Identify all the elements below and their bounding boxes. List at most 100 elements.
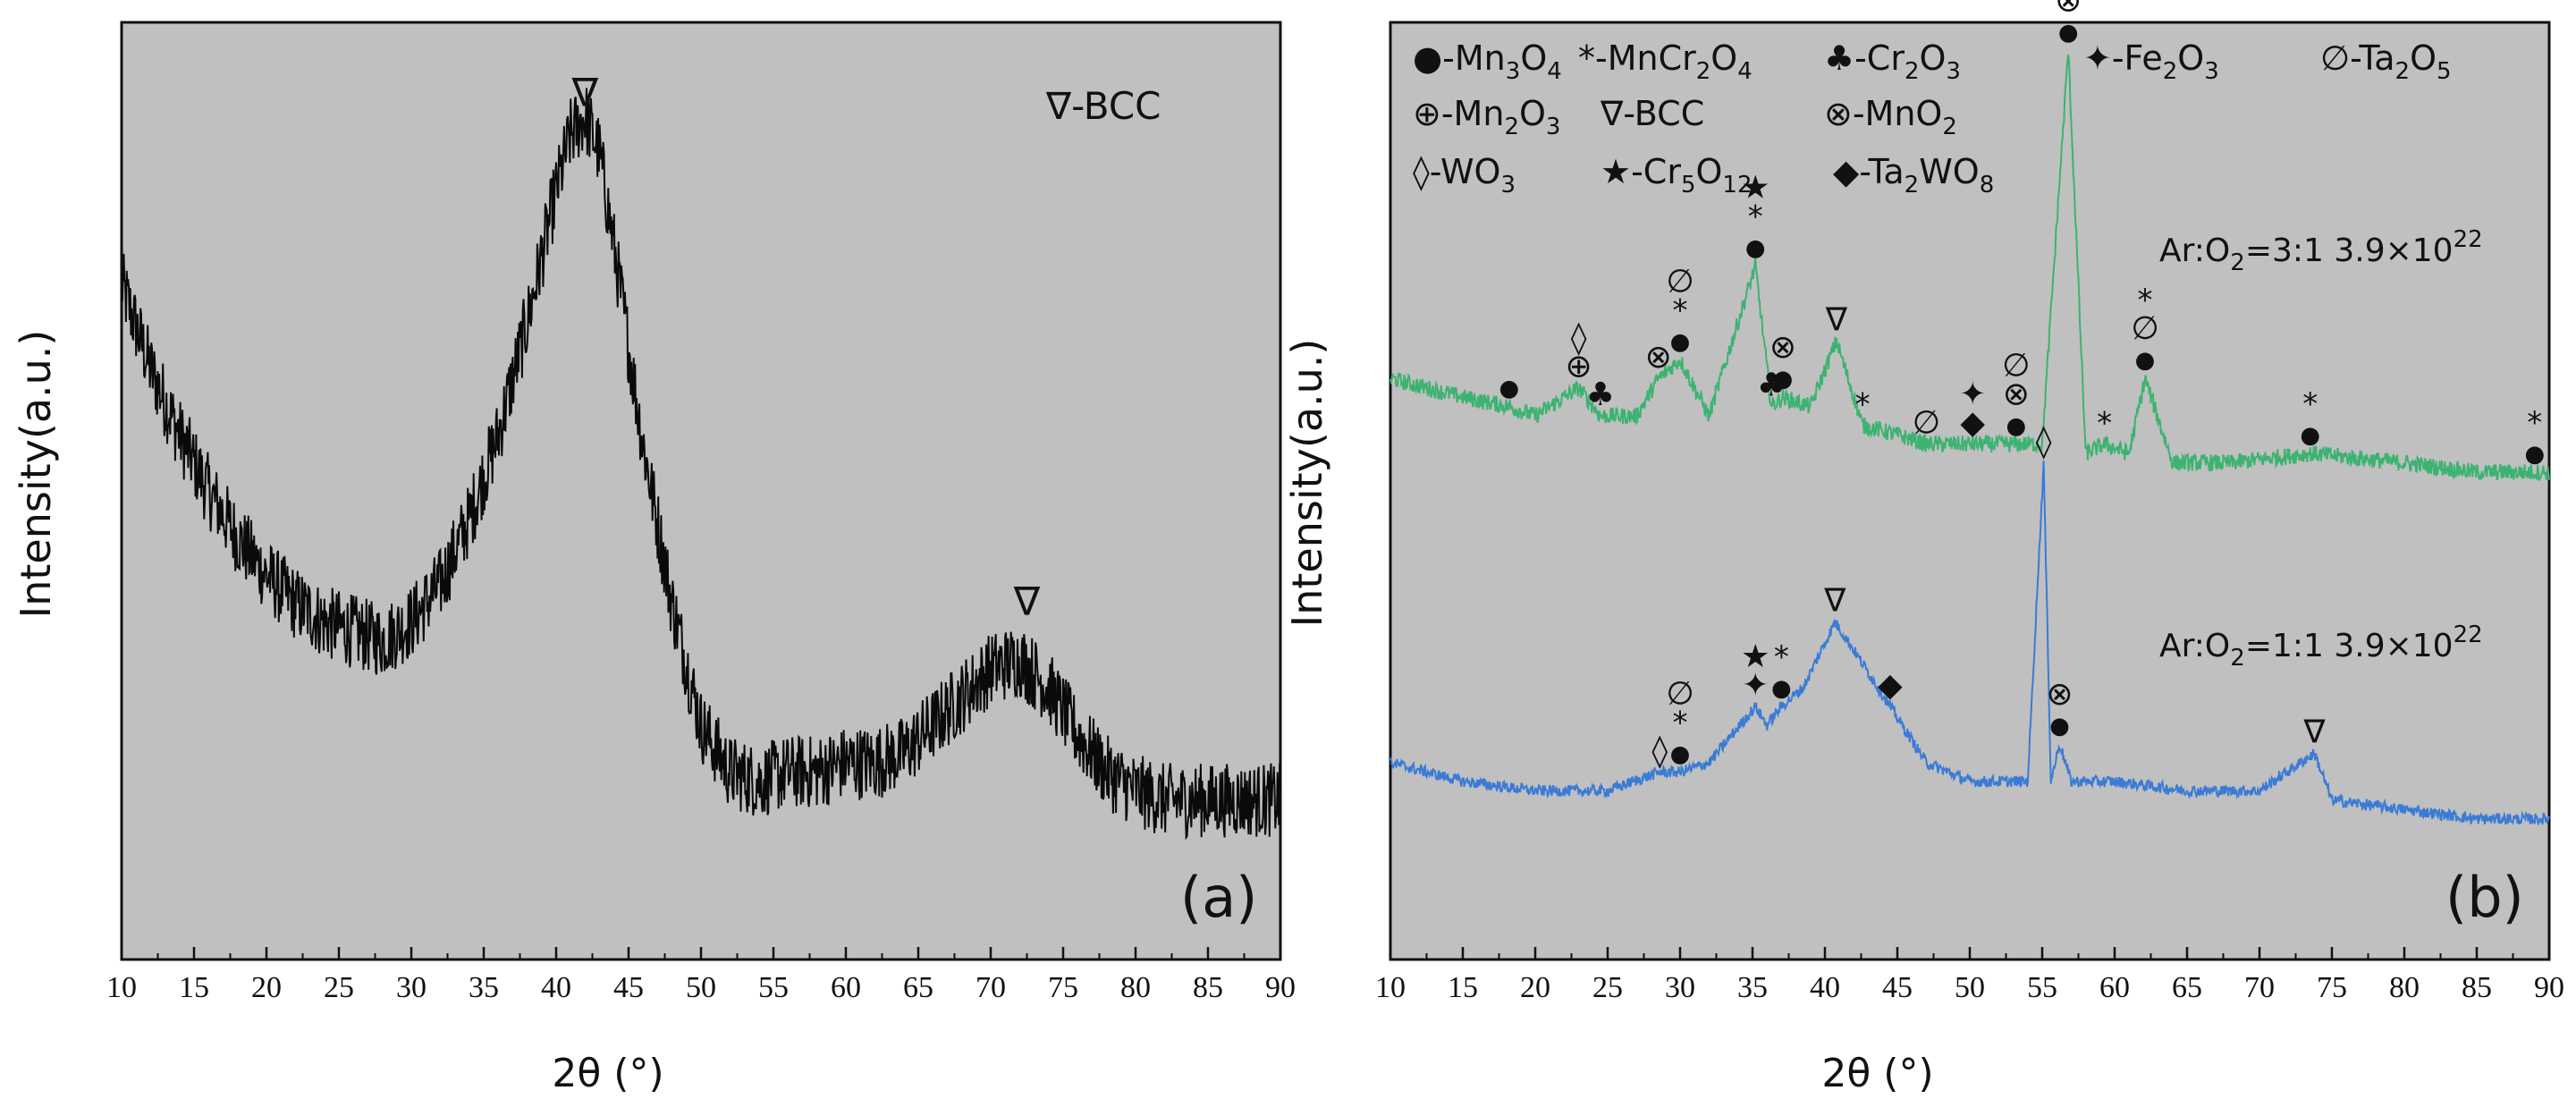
x-tick-label: 45 xyxy=(613,971,644,1004)
peak-mark: ♣ xyxy=(1757,368,1786,404)
peak-mark: ◊ xyxy=(1571,320,1587,357)
x-tick-label: 10 xyxy=(1375,971,1406,1004)
panel-b-legend: ●-Mn3O4 *-MnCr2O4 ♣-Cr2O3 ✦-Fe2O3 ∅-Ta2O5 ⊕-M… xyxy=(1413,38,2452,199)
x-tick-label: 45 xyxy=(1882,971,1913,1004)
x-tick-label: 85 xyxy=(2462,971,2492,1004)
panel-a-peak-marks: ∇∇ xyxy=(571,70,1041,624)
legend-item: ⊕-Mn2O3 xyxy=(1413,94,1560,140)
x-tick-label: 85 xyxy=(1193,971,1223,1004)
peak-mark: * xyxy=(2302,386,2318,422)
series-label-green-sub: 2 xyxy=(2230,249,2245,276)
x-tick-label: 75 xyxy=(2317,971,2347,1004)
x-tick-label: 70 xyxy=(976,971,1006,1004)
panel-b-label: (b) xyxy=(2445,865,2524,930)
peak-mark: * xyxy=(1748,199,1763,234)
panel-b-x-tick-labels: 10 15 20 25 30 35 40 45 50 55 60 65 70 75 80 85 90 xyxy=(1375,971,2564,1004)
peak-mark: ⊗ xyxy=(2003,376,2030,413)
x-tick-label: 30 xyxy=(1665,971,1695,1004)
peak-mark: ∅ xyxy=(1666,675,1693,712)
panel-a-plot-area xyxy=(120,21,1282,961)
panel-a-label: (a) xyxy=(1180,865,1257,930)
peak-mark: * xyxy=(2097,406,2112,442)
panel-a-x-ticks xyxy=(120,947,1282,960)
series-label-blue: Ar:O2=1:1 3.9×1022 xyxy=(2159,621,2483,672)
x-tick-label: 30 xyxy=(396,971,427,1004)
peak-mark: ✦ xyxy=(1959,376,1986,413)
peak-mark: ⊗ xyxy=(2046,676,2073,713)
panel-b-series-blue xyxy=(1389,461,2550,826)
x-tick-label: 65 xyxy=(2172,971,2202,1004)
x-tick-label: 15 xyxy=(179,971,209,1004)
peak-mark: ◊ xyxy=(1651,732,1668,769)
peak-mark: ● xyxy=(1499,376,1519,402)
legend-item: ★-Cr5O12 xyxy=(1600,152,1753,199)
x-tick-label: 40 xyxy=(541,971,571,1004)
x-tick-label: 65 xyxy=(903,971,933,1004)
peak-mark: * xyxy=(2527,405,2542,441)
peak-mark: ♣ xyxy=(1586,376,1615,413)
x-tick-label: 40 xyxy=(1810,971,1840,1004)
x-tick-label: 60 xyxy=(2099,971,2130,1004)
x-tick-label: 90 xyxy=(1265,971,1296,1004)
x-tick-label: 55 xyxy=(758,971,789,1004)
peak-mark: ∇ xyxy=(1825,301,1848,338)
x-tick-label: 35 xyxy=(1737,971,1768,1004)
peak-mark: ∅ xyxy=(2002,348,2030,385)
peak-mark: ✦ xyxy=(1742,667,1769,704)
peak-mark: ● xyxy=(2300,422,2320,449)
peak-mark: ⊗ xyxy=(1645,339,1672,376)
panel-b-peak-marks: ●⊕◊♣⊗●*∅●*★♣●⊗∇* ∅ ◆✦●⊗∅●⊗*●∅*●*●*◊ ●*∅ ✦★●*… xyxy=(1499,0,2545,769)
peak-mark: ● xyxy=(2058,19,2079,46)
x-tick-label: 90 xyxy=(2534,971,2564,1004)
x-tick-label: 20 xyxy=(251,971,282,1004)
x-tick-label: 60 xyxy=(831,971,861,1004)
x-tick-label: 10 xyxy=(106,971,137,1004)
peak-mark: ◆ xyxy=(1960,405,1985,442)
panel-a: 10 15 20 25 30 35 40 45 50 55 60 65 70 75 80 85 90 ∇∇ ∇-… xyxy=(12,21,1296,1096)
panel-a-x-tick-labels: 10 15 20 25 30 35 40 45 50 55 60 65 70 75 80 85 90 xyxy=(106,971,1296,1004)
legend-item: ✦-Fe2O3 xyxy=(2083,38,2219,85)
panel-a-x-axis-label: 2θ (°) xyxy=(552,1051,663,1096)
peak-mark: * xyxy=(1774,639,1789,675)
x-tick-label: 80 xyxy=(2389,971,2420,1004)
series-label-blue-a: Ar:O xyxy=(2159,628,2230,664)
legend-item: ◊-WO3 xyxy=(1413,152,1516,199)
peak-mark: * xyxy=(1673,705,1688,740)
peak-mark: ∅ xyxy=(1913,405,1940,442)
series-label-blue-sub: 2 xyxy=(2230,645,2245,672)
peak-mark: ● xyxy=(1670,328,1691,355)
series-label-green-c: =3:1 3.9×10 xyxy=(2245,232,2454,269)
x-tick-label: 70 xyxy=(2244,971,2275,1004)
x-tick-label: 15 xyxy=(1448,971,1478,1004)
series-label-green: Ar:O2=3:1 3.9×1022 xyxy=(2159,226,2483,276)
peak-mark: ⊗ xyxy=(1769,329,1796,366)
peak-mark: ◆ xyxy=(1878,667,1903,704)
legend-item: ♣-Cr2O3 xyxy=(1824,38,1961,85)
series-label-green-sup: 22 xyxy=(2454,226,2483,253)
peak-mark: ● xyxy=(1745,234,1766,261)
peak-mark: ⊕ xyxy=(1566,349,1592,385)
peak-mark: ⊗ xyxy=(2055,0,2082,19)
panel-b-x-ticks xyxy=(1389,947,2551,960)
peak-mark: ∇ xyxy=(1823,583,1846,620)
peak-mark: ◊ xyxy=(2036,424,2052,461)
peak-mark: ∇ xyxy=(2303,714,2327,750)
panel-a-y-axis-label: Intensity(a.u.) xyxy=(12,330,60,619)
x-tick-label: 55 xyxy=(2027,971,2057,1004)
legend-item: *-MnCr2O4 xyxy=(1578,38,1753,85)
panel-a-series-line xyxy=(121,88,1281,841)
peak-mark: ∇ xyxy=(1013,579,1041,624)
peak-mark: ∅ xyxy=(2131,310,2158,347)
legend-item: ◆-Ta2WO8 xyxy=(1833,152,1994,199)
panel-b-x-axis-label: 2θ (°) xyxy=(1821,1051,1933,1096)
peak-mark: ● xyxy=(2006,413,2026,440)
x-tick-label: 75 xyxy=(1048,971,1078,1004)
legend-item: ∇-BCC xyxy=(1600,94,1704,133)
x-tick-label: 80 xyxy=(1120,971,1151,1004)
panel-b-y-axis-label: Intensity(a.u.) xyxy=(1283,339,1331,628)
x-tick-label: 35 xyxy=(469,971,499,1004)
legend-item: ∅-Ta2O5 xyxy=(2320,38,2452,85)
panel-a-legend: ∇-BCC xyxy=(1045,84,1161,128)
peak-mark: ● xyxy=(2049,713,2070,740)
x-tick-label: 50 xyxy=(1955,971,1985,1004)
